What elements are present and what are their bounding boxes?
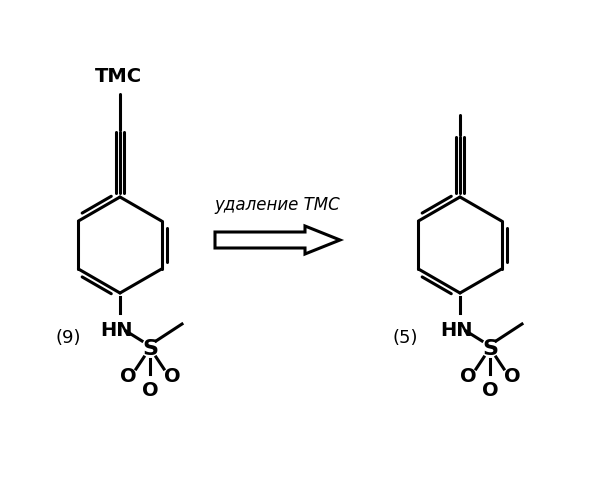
Text: O: O [120,368,136,386]
Text: O: O [482,380,498,400]
Text: HN: HN [440,321,472,340]
Text: (9): (9) [55,329,80,347]
Text: S: S [482,339,498,359]
Text: O: O [142,380,159,400]
Text: удаление ТМС: удаление ТМС [215,196,340,214]
Text: S: S [142,339,158,359]
Text: (5): (5) [392,329,418,347]
Text: O: O [164,368,181,386]
Polygon shape [215,226,340,254]
Text: HN: HN [100,321,132,340]
Text: O: O [504,368,520,386]
Text: O: O [460,368,476,386]
Text: ТМС: ТМС [94,67,142,86]
